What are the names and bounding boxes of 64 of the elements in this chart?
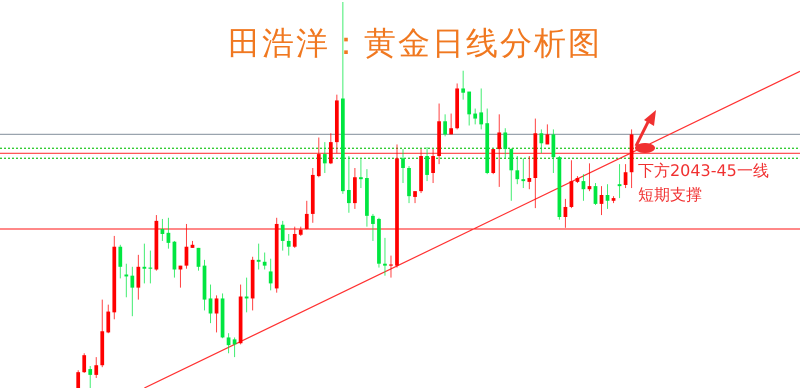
candlestick (268, 258, 273, 291)
candlestick (226, 332, 230, 354)
candlestick (600, 186, 604, 216)
candlestick (136, 254, 140, 300)
candlestick (588, 162, 592, 192)
candlestick (118, 244, 122, 279)
candlestick (431, 148, 435, 184)
text: 下方2043-45一线 (638, 161, 769, 180)
candlestick (467, 91, 472, 126)
candlestick (582, 174, 586, 202)
text: 田浩洋：黄金日线分析图 (228, 24, 602, 62)
candlestick (130, 266, 134, 317)
candlestick (292, 226, 297, 248)
candlestick (88, 366, 92, 388)
candlestick (539, 128, 544, 154)
candlestick (624, 164, 628, 189)
candlestick (316, 136, 321, 178)
candlestick (509, 148, 514, 202)
candlestick (491, 148, 496, 175)
candlestick (425, 146, 429, 182)
candlestick (527, 156, 532, 190)
candlestick (298, 226, 303, 236)
candlestick (328, 132, 333, 165)
candlestick (280, 220, 285, 252)
candlestick (208, 284, 212, 324)
candlestick (497, 114, 502, 188)
candlestick (124, 263, 128, 298)
candlestick (178, 265, 182, 288)
candlestick (347, 156, 351, 214)
candlestick (389, 255, 393, 278)
candlestick (371, 213, 375, 242)
candlestick (256, 243, 261, 270)
candlestick (449, 113, 453, 135)
candlestick (214, 294, 218, 333)
candlestick (196, 247, 200, 272)
candlestick (473, 108, 478, 125)
candlestick (618, 164, 622, 199)
candlestick (166, 217, 170, 250)
candlestick (401, 148, 405, 184)
candlestick (521, 158, 526, 189)
candlestick (515, 156, 520, 185)
candlestick (564, 198, 568, 228)
candlestick (503, 128, 508, 159)
candlestick (383, 237, 387, 276)
candlestick (359, 158, 363, 189)
candlestick (82, 352, 86, 374)
candlestick (479, 88, 484, 130)
candlestick (286, 233, 291, 256)
candlestick (322, 142, 327, 174)
candlestick (594, 182, 598, 206)
candlestick (160, 218, 164, 242)
candlestick (76, 370, 80, 388)
candlestick (546, 124, 550, 145)
candlestick (94, 356, 98, 378)
candlestick (106, 304, 110, 334)
candlestick (443, 114, 447, 137)
candlestick (232, 336, 236, 358)
candlestick (552, 128, 556, 174)
candlestick (304, 200, 309, 230)
candlestick (244, 277, 248, 313)
candlestick (184, 223, 188, 270)
text: 短期支撑 (638, 185, 702, 204)
candlestick (606, 184, 610, 210)
candlestick (413, 190, 417, 204)
